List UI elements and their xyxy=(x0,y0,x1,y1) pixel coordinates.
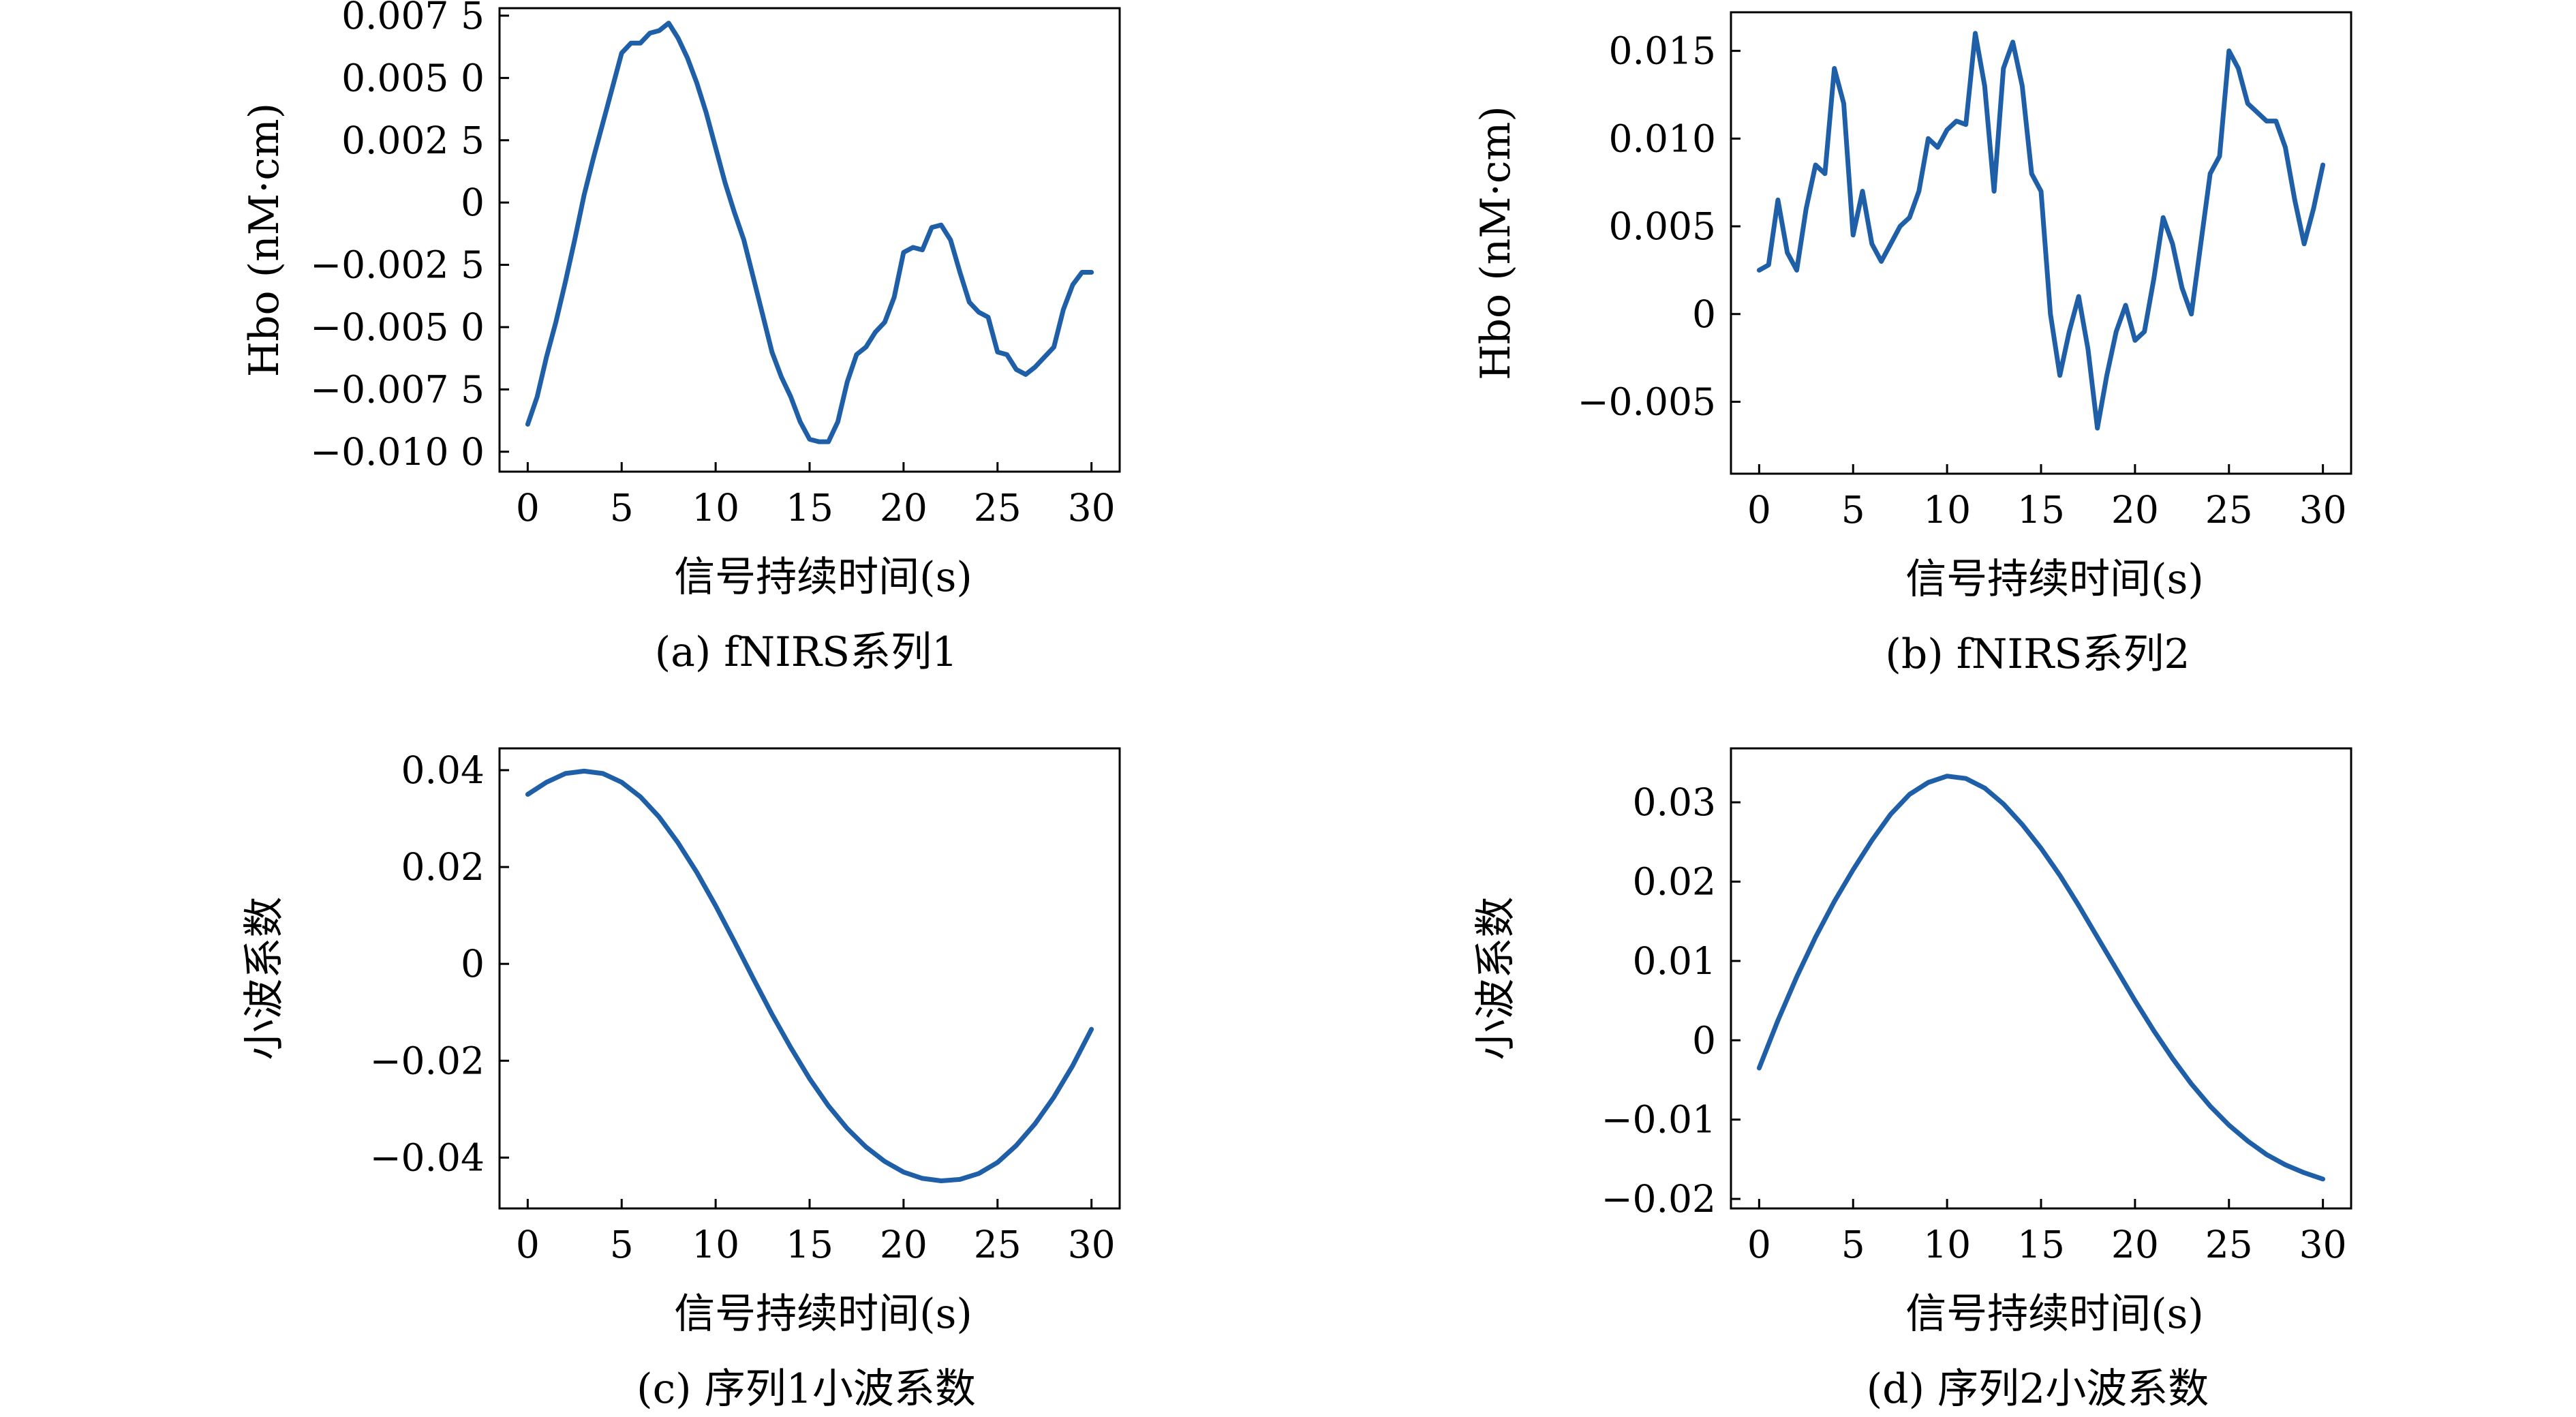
x-tick-label: 30 xyxy=(1068,1223,1116,1266)
y-tick-label: 0.03 xyxy=(1633,780,1716,824)
x-tick-label: 20 xyxy=(880,1223,927,1266)
x-tick-label: 5 xyxy=(1841,488,1865,532)
x-tick-label: 25 xyxy=(974,1223,1022,1266)
series-line xyxy=(525,768,1094,1183)
y-axis-title: 小波系数 xyxy=(241,897,288,1061)
y-tick-label: −0.01 xyxy=(1601,1098,1716,1142)
x-tick-label: 5 xyxy=(1841,1223,1865,1266)
x-axis-title: 信号持续时间(s) xyxy=(1905,555,2204,603)
x-tick-label: 20 xyxy=(880,486,927,530)
x-tick-label: 0 xyxy=(1747,488,1771,532)
panel-caption: (b) fNIRS系列2 xyxy=(1885,630,2190,678)
x-tick-label: 30 xyxy=(1068,486,1116,530)
y-tick-label: 0 xyxy=(461,181,485,224)
y-tick-label: −0.005 xyxy=(1577,380,1716,423)
y-tick-label: 0.002 5 xyxy=(341,119,485,162)
x-tick-label: 25 xyxy=(974,486,1022,530)
chart-panel-1: 0 5 10 15 20 25 30 −0.010 0 −0.007 5 −0.005 0 −0.0… xyxy=(241,0,1121,676)
y-tick-label: −0.010 0 xyxy=(310,430,485,474)
y-tick-label: −0.02 xyxy=(1601,1177,1716,1221)
x-tick-label: 10 xyxy=(692,486,739,530)
y-axis-title: Hbo (nM·cm) xyxy=(1472,106,1520,380)
chart-panel-3: 0 5 10 15 20 25 30 −0.04 −0.02 0 0.02 0.04 信号持续时间(s)… xyxy=(241,747,1121,1413)
plot-frame xyxy=(1730,11,2352,475)
x-axis-title: 信号持续时间(s) xyxy=(1905,1290,2204,1338)
y-tick-label: 0 xyxy=(461,942,485,986)
chart-panel-2: 0 5 10 15 20 25 30 −0.005 0 0.005 0.010 0.015 信号持续时间… xyxy=(1472,11,2352,678)
series-line xyxy=(1756,774,2326,1182)
y-tick-label: 0.005 xyxy=(1609,204,1716,248)
y-tick-label: 0.02 xyxy=(1633,860,1716,904)
x-tick-label: 5 xyxy=(610,1223,634,1266)
x-tick-label: 0 xyxy=(516,486,540,530)
x-tick-label: 10 xyxy=(1923,488,1971,532)
plot-frame xyxy=(498,747,1121,1210)
y-axis-title: 小波系数 xyxy=(1472,897,1520,1061)
x-tick-label: 25 xyxy=(2205,488,2253,532)
x-tick-label: 25 xyxy=(2205,1223,2253,1266)
x-tick-label: 5 xyxy=(610,486,634,530)
x-tick-label: 15 xyxy=(786,486,833,530)
y-tick-label: −0.04 xyxy=(369,1136,485,1179)
y-tick-label: 0.01 xyxy=(1633,939,1716,983)
x-tick-label: 20 xyxy=(2111,488,2159,532)
x-tick-label: 15 xyxy=(2017,1223,2065,1266)
y-tick-label: −0.007 5 xyxy=(310,367,485,411)
chart-panel-4: 0 5 10 15 20 25 30 −0.02 −0.01 0 0.01 0.02 0.03 信号持续时… xyxy=(1472,747,2352,1413)
plot-frame xyxy=(1730,747,2352,1210)
y-tick-label: 0.005 0 xyxy=(341,56,485,100)
x-tick-label: 15 xyxy=(2017,488,2065,532)
x-tick-label: 15 xyxy=(786,1223,833,1266)
y-tick-label: 0 xyxy=(1692,292,1716,336)
plot-frame xyxy=(498,7,1121,473)
y-tick-label: 0.010 xyxy=(1609,117,1716,160)
x-tick-label: 30 xyxy=(2299,488,2347,532)
x-tick-label: 0 xyxy=(1747,1223,1771,1266)
x-tick-label: 10 xyxy=(692,1223,739,1266)
x-tick-label: 30 xyxy=(2299,1223,2347,1266)
y-tick-label: 0.007 5 xyxy=(341,0,485,37)
panel-caption: (a) fNIRS系列1 xyxy=(655,628,958,676)
y-axis-title: Hbo (nM·cm) xyxy=(241,103,288,377)
y-tick-label: −0.02 xyxy=(369,1039,485,1082)
x-axis-title: 信号持续时间(s) xyxy=(674,553,972,601)
y-tick-label: 0 xyxy=(1692,1018,1716,1062)
y-tick-label: 0.04 xyxy=(401,748,485,792)
y-tick-label: 0.02 xyxy=(401,845,485,889)
panel-caption: (d) 序列2小波系数 xyxy=(1867,1365,2209,1413)
y-tick-label: −0.002 5 xyxy=(310,243,485,287)
series-line xyxy=(1756,31,2326,431)
x-axis-title: 信号持续时间(s) xyxy=(674,1290,972,1338)
y-tick-label: 0.015 xyxy=(1609,29,1716,73)
panel-caption: (c) 序列1小波系数 xyxy=(637,1365,976,1413)
y-tick-label: −0.005 0 xyxy=(310,305,485,349)
x-tick-label: 0 xyxy=(516,1223,540,1266)
x-tick-label: 10 xyxy=(1923,1223,1971,1266)
series-line xyxy=(525,20,1094,444)
x-tick-label: 20 xyxy=(2111,1223,2159,1266)
